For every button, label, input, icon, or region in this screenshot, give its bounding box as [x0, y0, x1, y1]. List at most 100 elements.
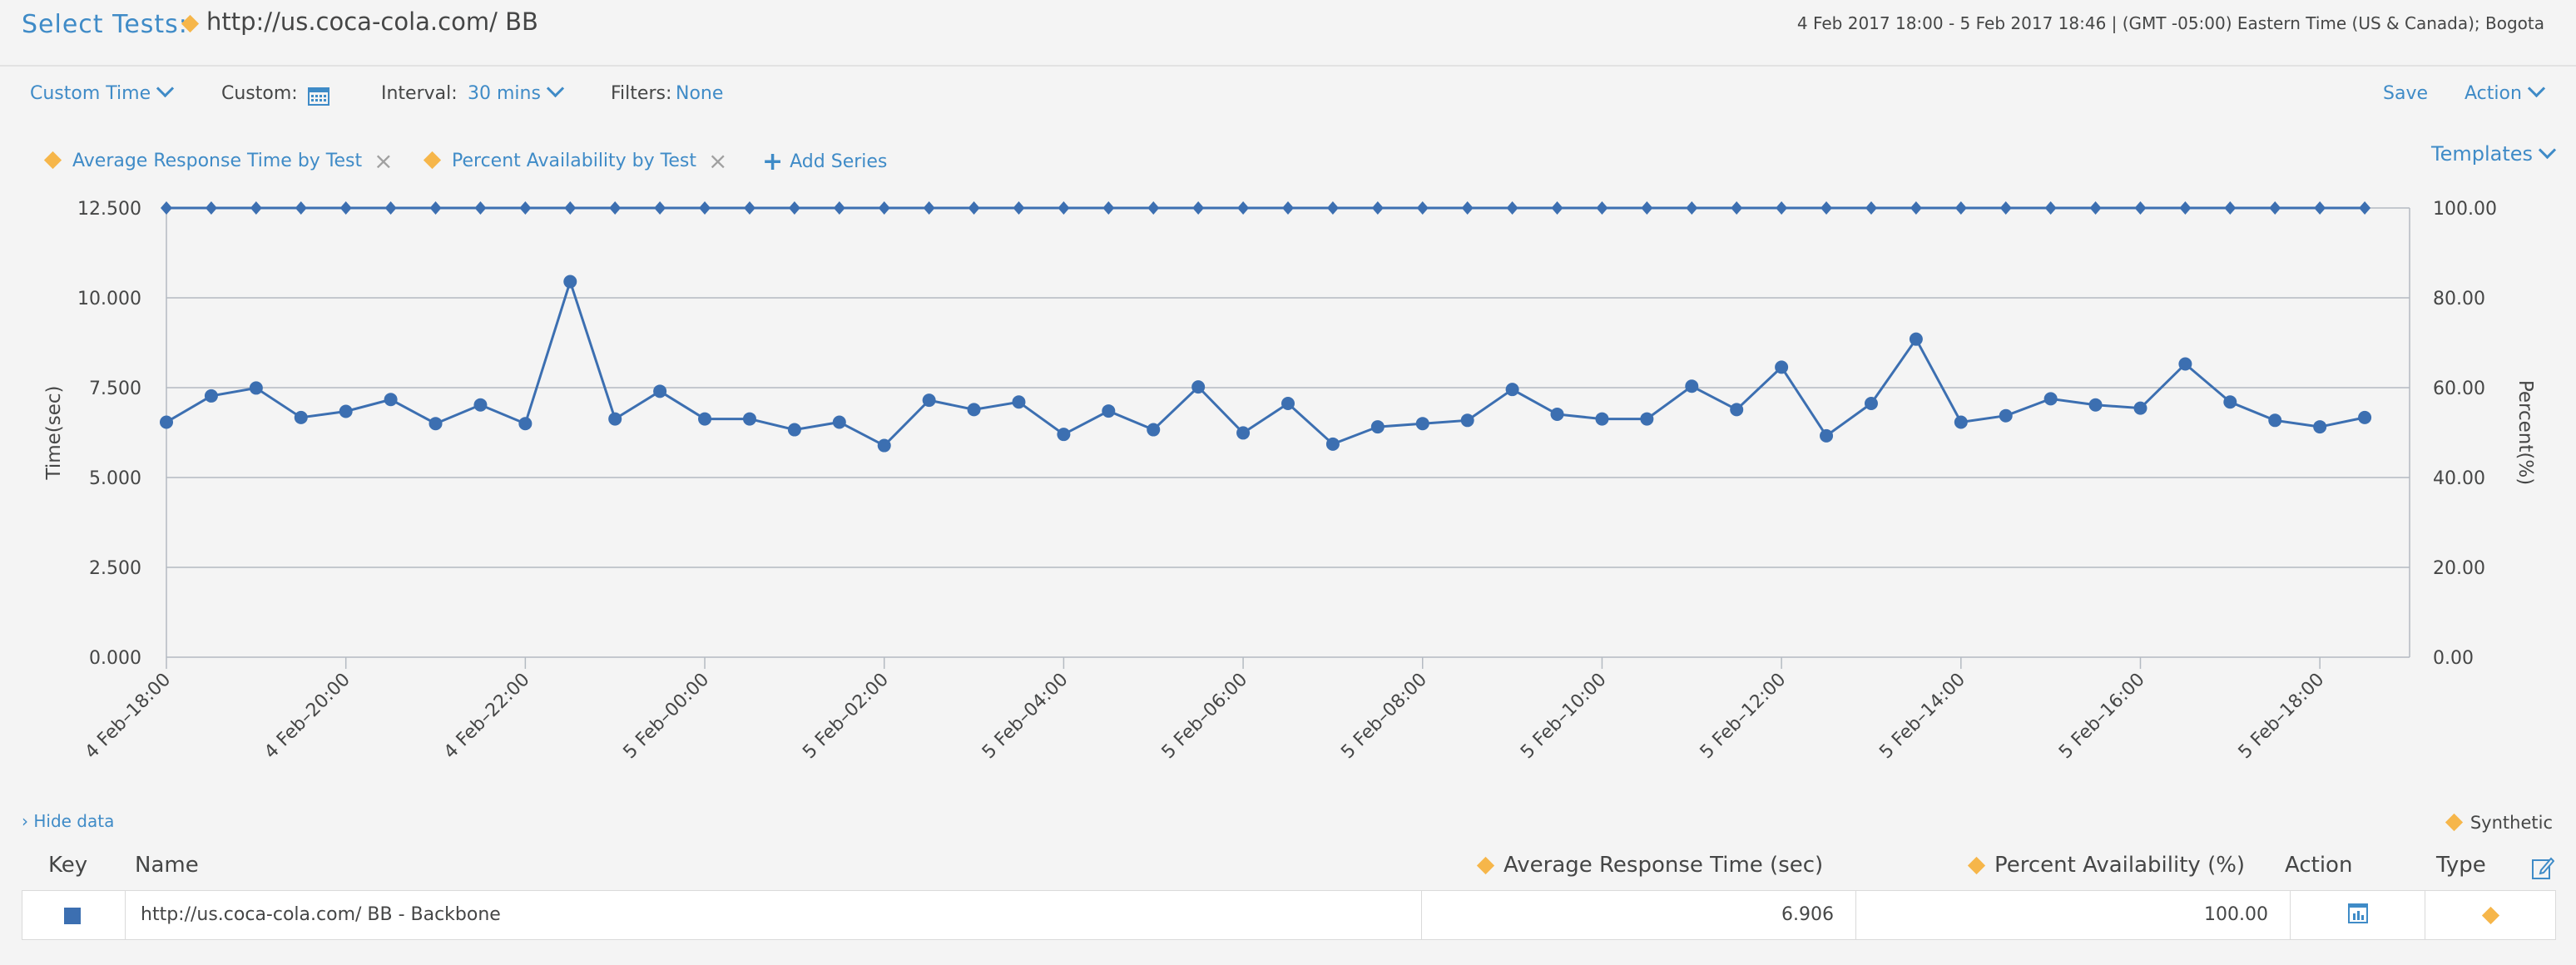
data-point	[1685, 379, 1699, 393]
data-point-diamond	[1013, 201, 1025, 215]
data-point	[2358, 410, 2372, 424]
data-point	[1057, 428, 1071, 442]
x-tick-label: 5 Feb–06:00	[1158, 670, 1252, 764]
custom-time-label: Custom Time	[30, 83, 151, 104]
data-point	[518, 417, 533, 431]
y-tick-label: 7.500	[89, 379, 141, 399]
data-point	[2268, 413, 2282, 428]
avg-response-cell: 6.906	[1422, 891, 1856, 939]
column-diamond-icon	[1476, 856, 1495, 875]
x-tick-label: 5 Feb–16:00	[2055, 670, 2149, 764]
y2-tick-label: 0.00	[2433, 648, 2474, 669]
key-cell	[22, 891, 126, 939]
column-header-avg-response[interactable]: Average Response Time (sec)	[1476, 853, 1824, 878]
data-point-diamond	[2269, 201, 2281, 215]
save-button[interactable]: Save	[2383, 83, 2429, 104]
y-tick-label: 5.000	[89, 468, 141, 489]
data-point-diamond	[2314, 201, 2326, 215]
filters-label: Filters:	[611, 83, 672, 104]
series-label[interactable]: Average Response Time by Test	[72, 151, 363, 171]
data-point	[787, 423, 801, 437]
data-point-diamond	[250, 201, 262, 215]
data-point	[1954, 415, 1968, 429]
name-cell[interactable]: http://us.coca-cola.com/ BB - Backbone	[126, 891, 1422, 939]
data-point	[832, 415, 846, 429]
action-label: Action	[2465, 83, 2522, 104]
data-point	[160, 415, 173, 429]
data-point	[698, 412, 712, 426]
series-key-swatch	[64, 908, 81, 924]
data-point-diamond	[878, 201, 890, 215]
chevron-down-icon	[156, 79, 175, 98]
data-point-diamond	[1326, 201, 1339, 215]
data-point	[2133, 401, 2147, 415]
calendar-icon[interactable]	[308, 86, 329, 109]
data-point-diamond	[609, 201, 622, 215]
data-point-diamond	[339, 201, 352, 215]
data-point-diamond	[161, 201, 172, 215]
type-cell	[2425, 891, 2555, 939]
column-header-percent-availability[interactable]: Percent Availability (%)	[1967, 853, 2246, 878]
interval-dropdown[interactable]: 30 mins	[468, 79, 565, 104]
select-tests-link[interactable]: Select Tests:	[22, 10, 188, 39]
y2-tick-label: 60.00	[2433, 379, 2485, 399]
data-point	[1236, 426, 1251, 440]
custom-time-dropdown[interactable]: Custom Time	[30, 79, 175, 104]
x-tick-label: 5 Feb–00:00	[620, 670, 714, 764]
synthetic-label: Synthetic	[2469, 813, 2553, 833]
data-point-diamond	[1910, 201, 1922, 215]
data-point	[2313, 420, 2327, 434]
data-point-diamond	[429, 201, 442, 215]
remove-series-icon[interactable]: ×	[374, 147, 394, 175]
interval-value: 30 mins	[468, 83, 541, 104]
edit-columns-icon[interactable]	[2531, 855, 2555, 883]
series-chip-avg-response[interactable]: Average Response Time by Test ×	[43, 145, 394, 175]
data-point	[339, 404, 353, 418]
data-point-diamond	[1821, 201, 1833, 215]
chart-icon[interactable]	[2347, 903, 2368, 923]
table-row[interactable]: http://us.coca-cola.com/ BB - Backbone 6…	[22, 890, 2556, 940]
data-point-diamond	[205, 201, 217, 215]
data-point	[877, 438, 891, 453]
add-series-button[interactable]: + Add Series	[762, 145, 887, 176]
data-point-diamond	[519, 201, 532, 215]
hide-data-link[interactable]: › Hide data	[22, 811, 115, 831]
data-point-diamond	[564, 201, 577, 215]
column-header-pct-label: Percent Availability (%)	[1994, 853, 2246, 878]
data-point	[1191, 380, 1206, 394]
remove-series-icon[interactable]: ×	[707, 147, 728, 175]
column-header-avg-label: Average Response Time (sec)	[1503, 853, 1824, 878]
data-point-diamond	[1058, 201, 1070, 215]
data-point-diamond	[833, 201, 845, 215]
data-point	[473, 398, 488, 412]
data-point	[384, 393, 398, 407]
x-tick-label: 4 Feb–22:00	[440, 670, 534, 764]
synthetic-diamond-icon	[2445, 813, 2463, 832]
column-header-type: Type	[2436, 853, 2486, 878]
data-point	[2043, 392, 2058, 406]
series-diamond-icon	[43, 151, 62, 170]
data-point-diamond	[295, 201, 307, 215]
templates-dropdown[interactable]: Templates	[2431, 141, 2557, 166]
series-chip-percent-availability[interactable]: Percent Availability by Test ×	[423, 145, 728, 175]
action-cell[interactable]	[2291, 891, 2425, 939]
interval-label: Interval:	[381, 83, 458, 104]
x-tick-label: 5 Feb–12:00	[1697, 670, 1791, 764]
data-point	[2223, 395, 2237, 409]
data-point-diamond	[2224, 201, 2237, 215]
data-point	[608, 412, 622, 426]
chevron-down-icon	[2538, 141, 2557, 160]
filters-value-link[interactable]: None	[676, 83, 724, 104]
data-point	[1147, 423, 1161, 437]
action-dropdown[interactable]: Action	[2465, 79, 2546, 104]
column-header-name[interactable]: Name	[135, 853, 199, 878]
synthetic-type-diamond-icon	[2481, 906, 2499, 925]
column-header-action: Action	[2285, 853, 2353, 878]
data-point-diamond	[1954, 201, 1967, 215]
series-label[interactable]: Percent Availability by Test	[452, 151, 696, 171]
data-point	[967, 403, 981, 417]
y2-tick-label: 100.00	[2433, 199, 2497, 220]
response-time-chart: 0.000 0.00 2.500 20.00 5.000 40.00 7.500 60.00 1…	[43, 199, 2536, 764]
data-point-diamond	[1731, 201, 1743, 215]
y-tick-label: 12.500	[77, 199, 141, 220]
